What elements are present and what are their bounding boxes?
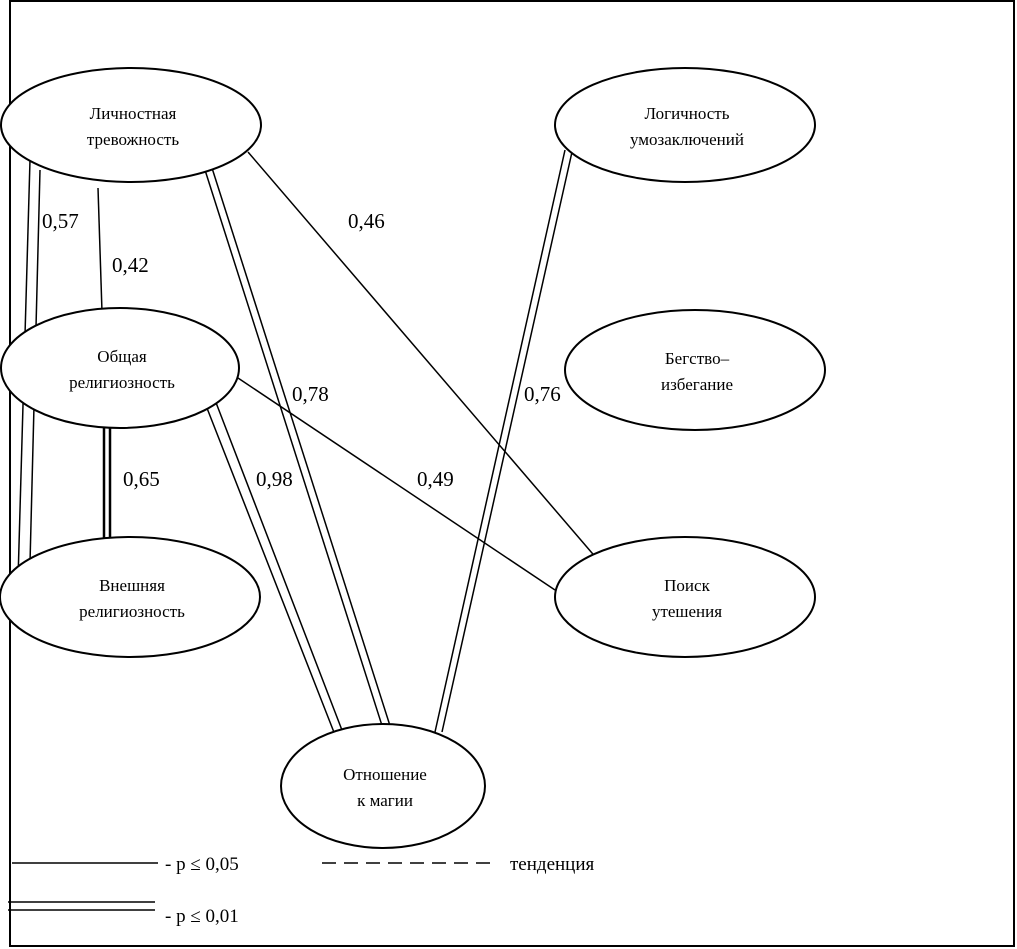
node-label-line: умозаключений: [630, 130, 744, 149]
node-label-line: Бегство–: [665, 349, 730, 368]
legend-double-text: - p ≤ 0,01: [165, 906, 239, 927]
node-label-line: утешения: [652, 602, 722, 621]
legend-dashed-text: тенденция: [510, 854, 595, 875]
edge-label-anxiety-external: 0,57: [42, 209, 79, 233]
node-label-line: Поиск: [664, 576, 710, 595]
edge-religiosity-magic-line: [214, 399, 346, 739]
edge-label-religiosity-comfort: 0,49: [417, 467, 454, 491]
node-label-line: Общая: [97, 347, 147, 366]
node-logic: Логичность умозаключений: [554, 67, 816, 183]
edge-logic-magic-line: [441, 151, 573, 733]
node-ellipse: [280, 723, 486, 849]
node-label-line: к магии: [357, 791, 413, 810]
edge-anxiety-religiosity-line: [97, 187, 103, 313]
node-ellipse: [0, 536, 261, 658]
node-label-line: Логичность: [645, 104, 730, 123]
edge-label-religiosity-magic: 0,98: [256, 467, 293, 491]
node-escape: Бегство– избегание: [564, 309, 826, 431]
node-ellipse: [0, 67, 262, 183]
node-anxiety: Личностная тревожность: [0, 67, 262, 183]
node-ellipse: [554, 536, 816, 658]
node-external: Внешняя религиозность: [0, 536, 261, 658]
edge-logic-magic-line: [434, 149, 566, 733]
edge-label-religiosity-external: 0,65: [123, 467, 160, 491]
edge-religiosity-comfort-line: [237, 377, 556, 591]
node-ellipse: [554, 67, 816, 183]
edge-label-anxiety-religiosity: 0,42: [112, 253, 149, 277]
node-label-line: тревожность: [87, 130, 179, 149]
legend: - p ≤ 0,05 тенденция - p ≤ 0,01: [8, 854, 595, 927]
edge-anxiety-magic-line: [204, 169, 386, 736]
edge-label-anxiety-magic: 0,78: [292, 382, 329, 406]
node-label-line: религиозность: [69, 373, 175, 392]
diagram-frame: [9, 0, 1015, 947]
edge-religiosity-magic-line: [204, 402, 338, 741]
edge-anxiety-comfort-line: [247, 151, 599, 561]
edge-label-logic-magic: 0,76: [524, 382, 561, 406]
node-religiosity: Общая религиозность: [0, 307, 240, 429]
node-label-line: Отношение: [343, 765, 427, 784]
node-magic: Отношение к магии: [280, 723, 486, 849]
node-label-line: избегание: [661, 375, 733, 394]
node-ellipse: [0, 307, 240, 429]
edge-anxiety-magic-line: [211, 167, 393, 733]
node-label-line: Личностная: [90, 104, 177, 123]
node-label-line: Внешняя: [99, 576, 165, 595]
node-comfort: Поиск утешения: [554, 536, 816, 658]
node-ellipse: [564, 309, 826, 431]
edge-label-anxiety-comfort: 0,46: [348, 209, 385, 233]
node-label-line: религиозность: [79, 602, 185, 621]
legend-single-text: - p ≤ 0,05: [165, 854, 239, 875]
